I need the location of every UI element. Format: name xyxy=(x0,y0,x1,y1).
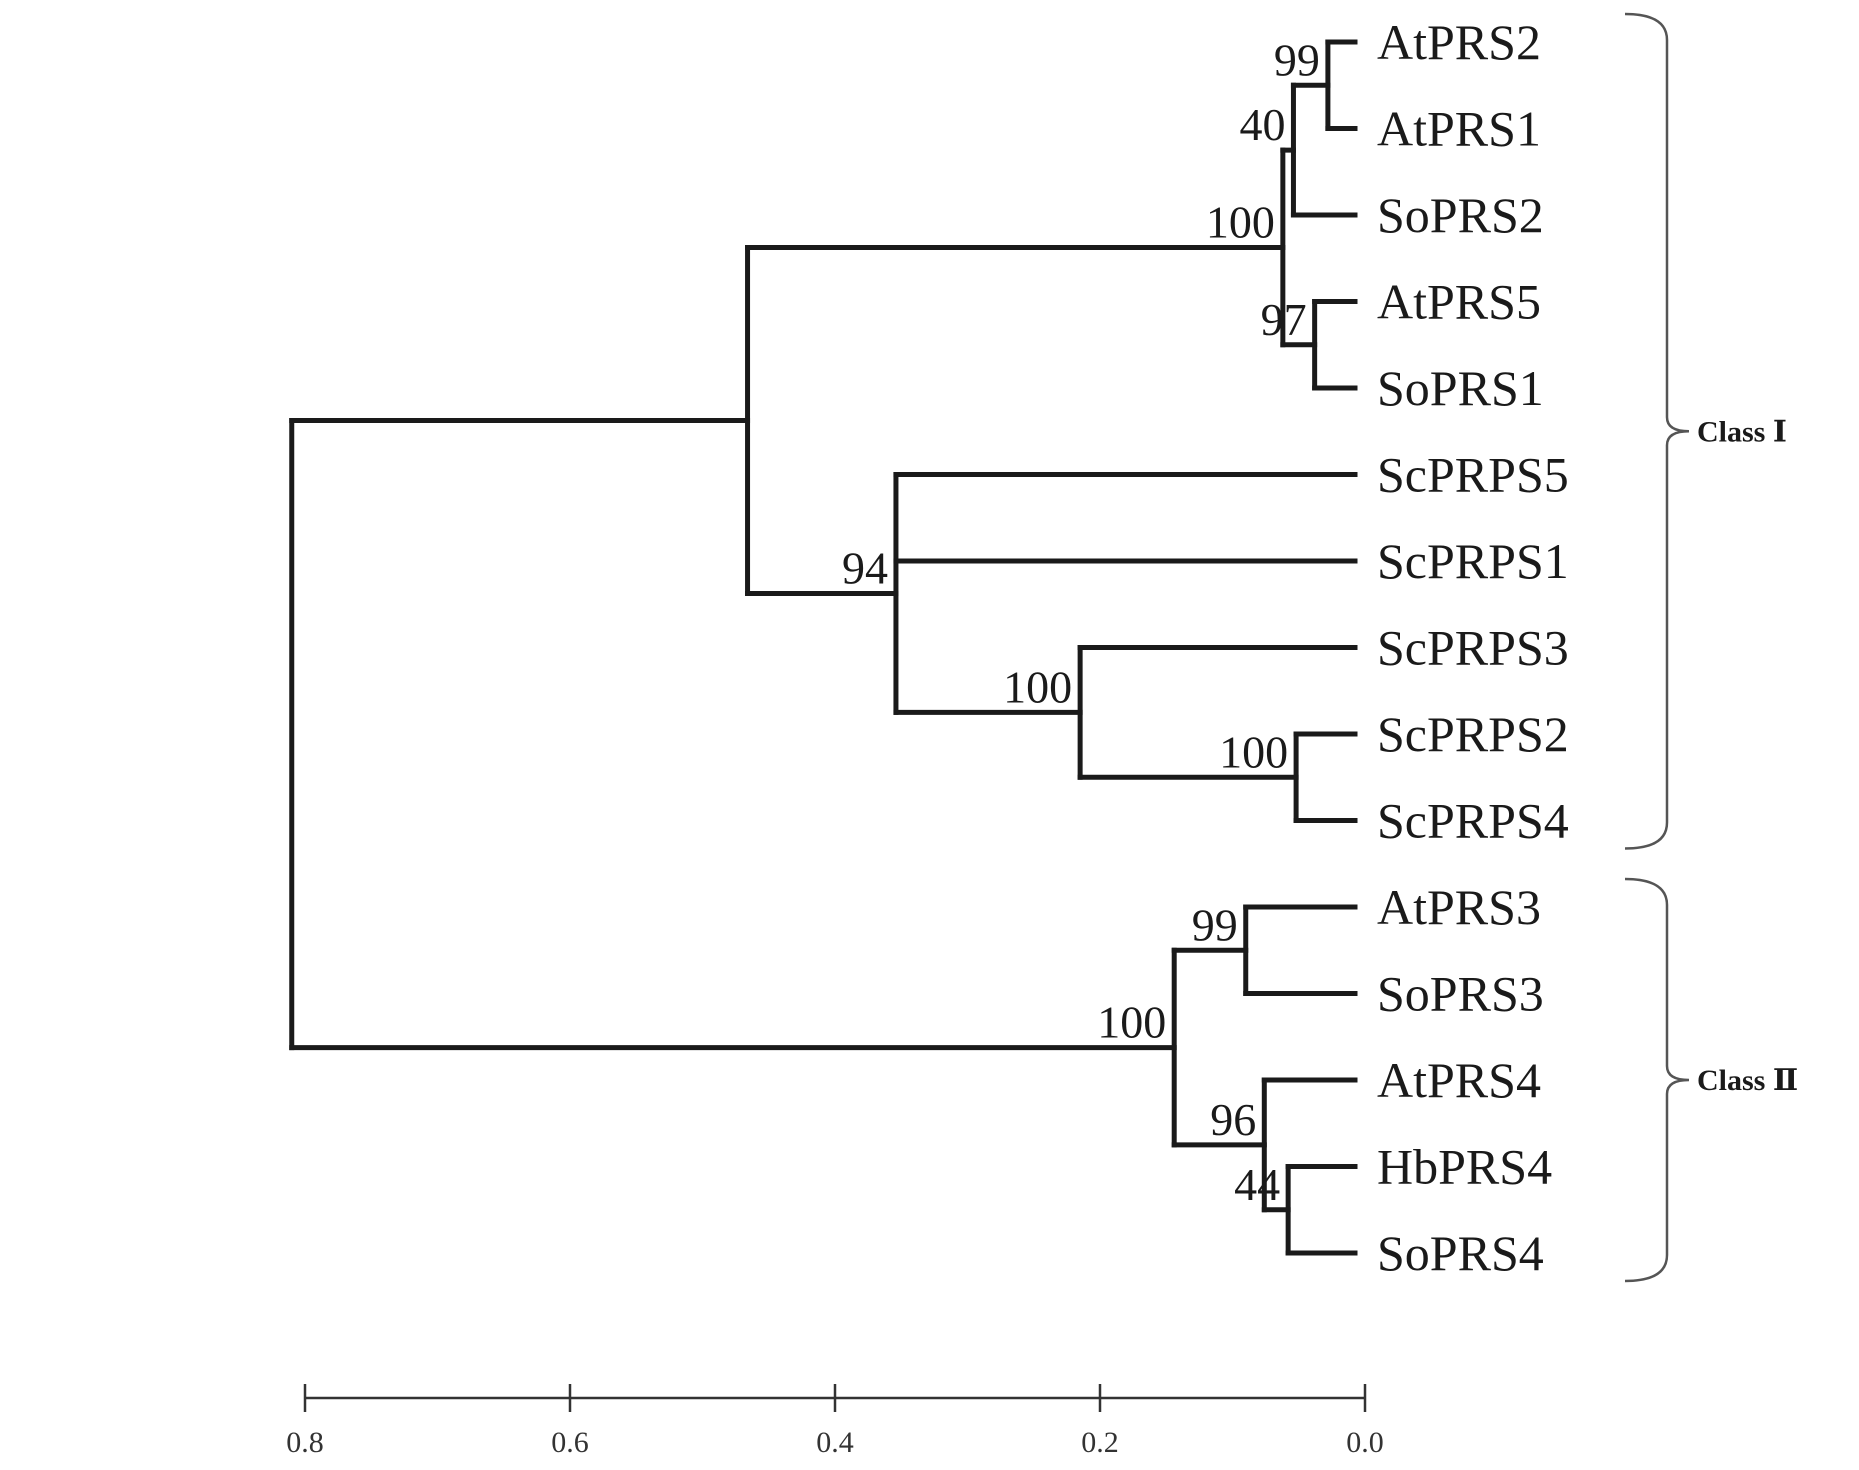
tree-branches xyxy=(289,39,1358,1256)
axis-tick-label-0: 0.8 xyxy=(286,1426,324,1459)
leaf-label-ScPRPS2: ScPRPS2 xyxy=(1377,706,1569,762)
leaf-label-AtPRS5: AtPRS5 xyxy=(1377,274,1541,330)
support-label-n_at_so2: 40 xyxy=(1239,99,1285,150)
leaf-label-SoPRS1: SoPRS1 xyxy=(1377,360,1544,416)
distance-scale-axis: 0.8 0.6 0.4 0.2 0.0 xyxy=(286,1384,1384,1459)
leaf-label-ScPRPS3: ScPRPS3 xyxy=(1377,620,1569,676)
bootstrap-support-labels: 99 40 97 100 100 100 94 99 44 96 100 xyxy=(842,34,1320,1210)
support-label-n_sc_all: 94 xyxy=(842,542,888,593)
class-bracket-2 xyxy=(1624,877,1690,1283)
support-label-n_at4_grp: 96 xyxy=(1210,1094,1256,1145)
support-label-n_class2: 100 xyxy=(1097,997,1166,1048)
leaf-label-SoPRS4: SoPRS4 xyxy=(1377,1225,1544,1281)
leaf-label-ScPRPS5: ScPRPS5 xyxy=(1377,447,1569,503)
leaf-label-ScPRPS4: ScPRPS4 xyxy=(1377,793,1569,849)
support-label-n_at21: 99 xyxy=(1274,34,1320,85)
axis-tick-label-3: 0.2 xyxy=(1081,1426,1119,1459)
axis-tick-label-4: 0.0 xyxy=(1346,1426,1384,1459)
leaf-label-ScPRPS1: ScPRPS1 xyxy=(1377,533,1569,589)
class-label-2: Class Ⅱ xyxy=(1697,1064,1798,1097)
leaf-label-HbPRS4: HbPRS4 xyxy=(1377,1139,1552,1195)
leaf-label-SoPRS3: SoPRS3 xyxy=(1377,966,1544,1022)
support-label-n_hb_so4: 44 xyxy=(1234,1159,1280,1210)
class-label-1: Class Ⅰ xyxy=(1697,415,1787,448)
leaf-label-AtPRS4: AtPRS4 xyxy=(1377,1052,1541,1108)
class-bracket-1 xyxy=(1624,12,1690,850)
leaf-label-AtPRS1: AtPRS1 xyxy=(1377,101,1541,157)
support-label-n_at5_so1: 97 xyxy=(1261,294,1307,345)
support-label-n_sc24: 100 xyxy=(1219,726,1288,777)
axis-tick-label-1: 0.6 xyxy=(551,1426,589,1459)
support-label-n_sc3_24: 100 xyxy=(1003,661,1072,712)
leaf-label-AtPRS3: AtPRS3 xyxy=(1377,879,1541,935)
support-label-n_at3_so3: 99 xyxy=(1192,899,1238,950)
class-brackets: Class Ⅰ Class Ⅱ xyxy=(1624,12,1798,1283)
support-label-n_cl1a: 100 xyxy=(1206,196,1275,247)
axis-tick-label-2: 0.4 xyxy=(816,1426,854,1459)
leaf-labels: AtPRS2 AtPRS1 SoPRS2 AtPRS5 SoPRS1 ScPRPS5 ScP… xyxy=(1377,14,1569,1281)
leaf-label-AtPRS2: AtPRS2 xyxy=(1377,14,1541,70)
leaf-label-SoPRS2: SoPRS2 xyxy=(1377,187,1544,243)
